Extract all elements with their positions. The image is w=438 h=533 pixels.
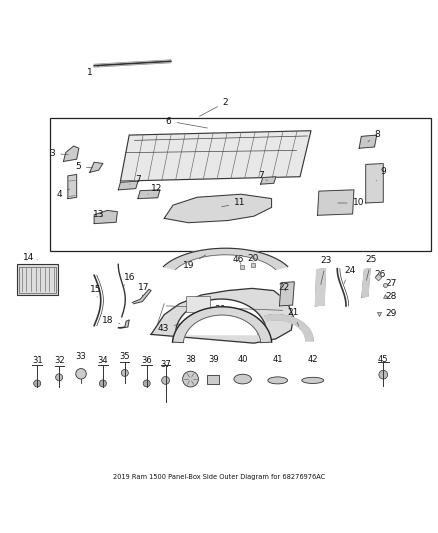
Polygon shape: [359, 135, 377, 148]
Text: 24: 24: [344, 265, 355, 284]
Polygon shape: [151, 288, 293, 343]
Polygon shape: [94, 211, 117, 223]
Text: 11: 11: [222, 198, 246, 207]
Circle shape: [99, 380, 106, 387]
Text: 2019 Ram 1500 Panel-Box Side Outer Diagram for 68276976AC: 2019 Ram 1500 Panel-Box Side Outer Diagr…: [113, 474, 325, 480]
Circle shape: [56, 374, 63, 381]
Text: 25: 25: [366, 255, 377, 280]
Text: 14: 14: [23, 253, 37, 262]
Polygon shape: [164, 194, 272, 223]
Polygon shape: [261, 177, 276, 184]
Text: 17: 17: [138, 283, 149, 296]
Circle shape: [34, 380, 41, 387]
Text: 38: 38: [185, 355, 196, 364]
Circle shape: [162, 376, 170, 384]
Ellipse shape: [302, 377, 324, 383]
Bar: [207, 375, 219, 384]
Polygon shape: [163, 248, 288, 270]
Text: 7: 7: [258, 171, 267, 181]
Text: 1: 1: [87, 66, 99, 77]
Text: 34: 34: [98, 356, 108, 365]
Circle shape: [183, 371, 198, 387]
Text: 20: 20: [247, 254, 259, 263]
Ellipse shape: [234, 374, 251, 384]
Polygon shape: [318, 190, 354, 215]
Text: 8: 8: [368, 130, 381, 142]
Text: 36: 36: [141, 356, 152, 365]
Text: 10: 10: [338, 198, 364, 207]
Bar: [50, 118, 431, 251]
Text: 4: 4: [57, 189, 70, 199]
Text: 7: 7: [130, 175, 141, 184]
Text: 26: 26: [374, 270, 386, 279]
Bar: [19, 266, 56, 293]
Polygon shape: [362, 269, 370, 297]
Text: 30: 30: [214, 305, 226, 314]
Polygon shape: [120, 131, 311, 181]
Text: 42: 42: [307, 355, 318, 364]
Text: 31: 31: [32, 356, 42, 365]
Ellipse shape: [268, 377, 287, 384]
Text: 39: 39: [208, 355, 219, 364]
Text: 32: 32: [54, 356, 64, 365]
Text: 21: 21: [287, 308, 299, 326]
Text: 12: 12: [148, 184, 162, 194]
Text: 22: 22: [278, 283, 290, 292]
Text: 43: 43: [157, 317, 204, 333]
Text: 2: 2: [200, 98, 228, 116]
Text: 5: 5: [75, 162, 93, 171]
Polygon shape: [175, 299, 267, 334]
Circle shape: [121, 369, 128, 376]
Text: 27: 27: [385, 279, 396, 288]
Text: 6: 6: [166, 117, 208, 128]
Text: 13: 13: [93, 211, 104, 219]
Text: 45: 45: [378, 355, 389, 364]
Text: 18: 18: [102, 316, 120, 325]
Text: 44: 44: [256, 323, 268, 337]
Text: 19: 19: [183, 255, 206, 270]
Circle shape: [379, 370, 388, 379]
Bar: [17, 264, 58, 295]
Circle shape: [143, 380, 150, 387]
Bar: [186, 296, 210, 312]
Polygon shape: [265, 314, 313, 341]
Text: 46: 46: [233, 255, 244, 264]
Text: 9: 9: [376, 166, 386, 181]
Polygon shape: [64, 146, 79, 161]
Polygon shape: [173, 307, 272, 343]
Text: 29: 29: [379, 309, 396, 318]
Text: 37: 37: [160, 360, 171, 368]
Text: 40: 40: [237, 355, 248, 364]
Circle shape: [76, 368, 86, 379]
Text: 35: 35: [120, 352, 130, 361]
Text: 3: 3: [49, 149, 68, 158]
Text: 23: 23: [321, 256, 332, 285]
Text: 41: 41: [272, 355, 283, 364]
Polygon shape: [118, 320, 129, 328]
Polygon shape: [315, 269, 325, 306]
Text: 16: 16: [124, 273, 135, 286]
Polygon shape: [279, 282, 294, 306]
Polygon shape: [132, 289, 151, 304]
Polygon shape: [118, 181, 138, 190]
Polygon shape: [366, 164, 383, 203]
Polygon shape: [68, 174, 77, 199]
Polygon shape: [138, 190, 160, 199]
Text: 28: 28: [385, 292, 396, 301]
Text: 15: 15: [90, 285, 101, 297]
Text: 33: 33: [76, 352, 86, 361]
Polygon shape: [90, 162, 103, 172]
